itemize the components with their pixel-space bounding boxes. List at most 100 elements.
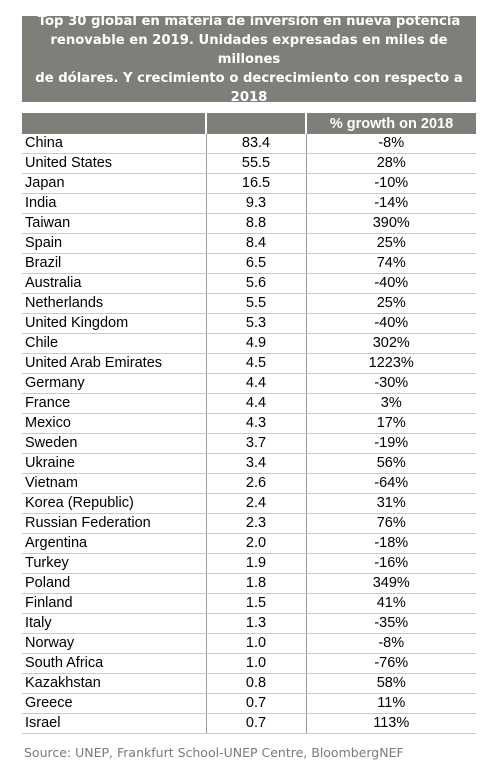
country-cell: Netherlands xyxy=(22,293,206,314)
country-cell: Mexico xyxy=(22,413,206,434)
table-row: Spain 8.4 25% xyxy=(22,233,476,254)
growth-cell: -19% xyxy=(305,433,476,454)
growth-cell: -40% xyxy=(305,273,476,294)
table-body: China 83.4 -8% United States 55.5 28% Japan 16.… xyxy=(22,134,476,734)
table-row: Sweden 3.7 -19% xyxy=(22,433,476,454)
country-cell: Poland xyxy=(22,573,206,594)
growth-cell: 58% xyxy=(305,673,476,694)
value-cell: 6.5 xyxy=(205,253,306,274)
table-row: Finland 1.5 41% xyxy=(22,593,476,614)
growth-cell: -30% xyxy=(305,373,476,394)
growth-cell: -76% xyxy=(305,653,476,674)
value-cell: 9.3 xyxy=(205,193,306,214)
country-cell: France xyxy=(22,393,206,414)
value-cell: 5.6 xyxy=(205,273,306,294)
country-cell: Vietnam xyxy=(22,473,206,494)
growth-cell: -40% xyxy=(305,313,476,334)
country-cell: Chile xyxy=(22,333,206,354)
growth-cell: 349% xyxy=(305,573,476,594)
country-cell: Brazil xyxy=(22,253,206,274)
table-row: Brazil 6.5 74% xyxy=(22,253,476,274)
table-row: Norway 1.0 -8% xyxy=(22,633,476,654)
growth-cell: -16% xyxy=(305,553,476,574)
table-row: France 4.4 3% xyxy=(22,393,476,414)
value-cell: 55.5 xyxy=(205,153,306,174)
growth-cell: 56% xyxy=(305,453,476,474)
value-cell: 1.8 xyxy=(205,573,306,594)
title-line: renovable en 2019. Unidades expresadas e… xyxy=(50,32,448,67)
value-cell: 2.6 xyxy=(205,473,306,494)
value-cell: 5.3 xyxy=(205,313,306,334)
table-row: Mexico 4.3 17% xyxy=(22,413,476,434)
country-cell: Russian Federation xyxy=(22,513,206,534)
country-cell: United Arab Emirates xyxy=(22,353,206,374)
value-cell: 4.4 xyxy=(205,373,306,394)
country-cell: United States xyxy=(22,153,206,174)
value-cell: 0.7 xyxy=(205,693,306,714)
country-cell: Turkey xyxy=(22,553,206,574)
value-cell: 0.7 xyxy=(205,713,306,734)
title-line: Top 30 global en materia de inversión en… xyxy=(37,13,461,29)
growth-cell: 302% xyxy=(305,333,476,354)
country-cell: Italy xyxy=(22,613,206,634)
value-cell: 8.8 xyxy=(205,213,306,234)
header-country xyxy=(22,113,206,134)
table-row: Israel 0.7 113% xyxy=(22,713,476,734)
table-row: Germany 4.4 -30% xyxy=(22,373,476,394)
table-row: India 9.3 -14% xyxy=(22,193,476,214)
title-line: de dólares. Y crecimiento o decrecimient… xyxy=(35,70,463,105)
table-row: Turkey 1.9 -16% xyxy=(22,553,476,574)
value-cell: 4.5 xyxy=(205,353,306,374)
table-row: Argentina 2.0 -18% xyxy=(22,533,476,554)
country-cell: Korea (Republic) xyxy=(22,493,206,514)
header-row: % growth on 2018 xyxy=(22,113,476,134)
table-row: Taiwan 8.8 390% xyxy=(22,213,476,234)
growth-cell: 3% xyxy=(305,393,476,414)
table-row: Vietnam 2.6 -64% xyxy=(22,473,476,494)
table-row: United States 55.5 28% xyxy=(22,153,476,174)
country-cell: Japan xyxy=(22,173,206,194)
country-cell: Argentina xyxy=(22,533,206,554)
value-cell: 1.0 xyxy=(205,653,306,674)
growth-cell: 28% xyxy=(305,153,476,174)
table-row: Greece 0.7 11% xyxy=(22,693,476,714)
growth-cell: 41% xyxy=(305,593,476,614)
table-row: South Africa 1.0 -76% xyxy=(22,653,476,674)
growth-cell: 31% xyxy=(305,493,476,514)
value-cell: 2.4 xyxy=(205,493,306,514)
growth-cell: -35% xyxy=(305,613,476,634)
country-cell: Norway xyxy=(22,633,206,654)
table-row: Korea (Republic) 2.4 31% xyxy=(22,493,476,514)
growth-cell: 25% xyxy=(305,293,476,314)
country-cell: Ukraine xyxy=(22,453,206,474)
investment-table: % growth on 2018 China 83.4 -8% United Stat… xyxy=(22,113,476,734)
table-row: Australia 5.6 -40% xyxy=(22,273,476,294)
value-cell: 16.5 xyxy=(205,173,306,194)
value-cell: 4.9 xyxy=(205,333,306,354)
country-cell: Germany xyxy=(22,373,206,394)
growth-cell: 11% xyxy=(305,693,476,714)
growth-cell: 390% xyxy=(305,213,476,234)
source-note: Source: UNEP, Frankfurt School-UNEP Cent… xyxy=(24,745,404,760)
table-row: Kazakhstan 0.8 58% xyxy=(22,673,476,694)
growth-cell: -10% xyxy=(305,173,476,194)
growth-cell: 113% xyxy=(305,713,476,734)
value-cell: 1.3 xyxy=(205,613,306,634)
country-cell: United Kingdom xyxy=(22,313,206,334)
table-row: Japan 16.5 -10% xyxy=(22,173,476,194)
country-cell: Finland xyxy=(22,593,206,614)
country-cell: Australia xyxy=(22,273,206,294)
country-cell: Israel xyxy=(22,713,206,734)
value-cell: 1.5 xyxy=(205,593,306,614)
country-cell: Taiwan xyxy=(22,213,206,234)
table-row: Ukraine 3.4 56% xyxy=(22,453,476,474)
header-growth: % growth on 2018 xyxy=(305,113,476,134)
value-cell: 0.8 xyxy=(205,673,306,694)
table-row: United Kingdom 5.3 -40% xyxy=(22,313,476,334)
country-cell: Sweden xyxy=(22,433,206,454)
value-cell: 5.5 xyxy=(205,293,306,314)
growth-cell: 25% xyxy=(305,233,476,254)
value-cell: 1.0 xyxy=(205,633,306,654)
growth-cell: -14% xyxy=(305,193,476,214)
country-cell: China xyxy=(22,134,206,154)
